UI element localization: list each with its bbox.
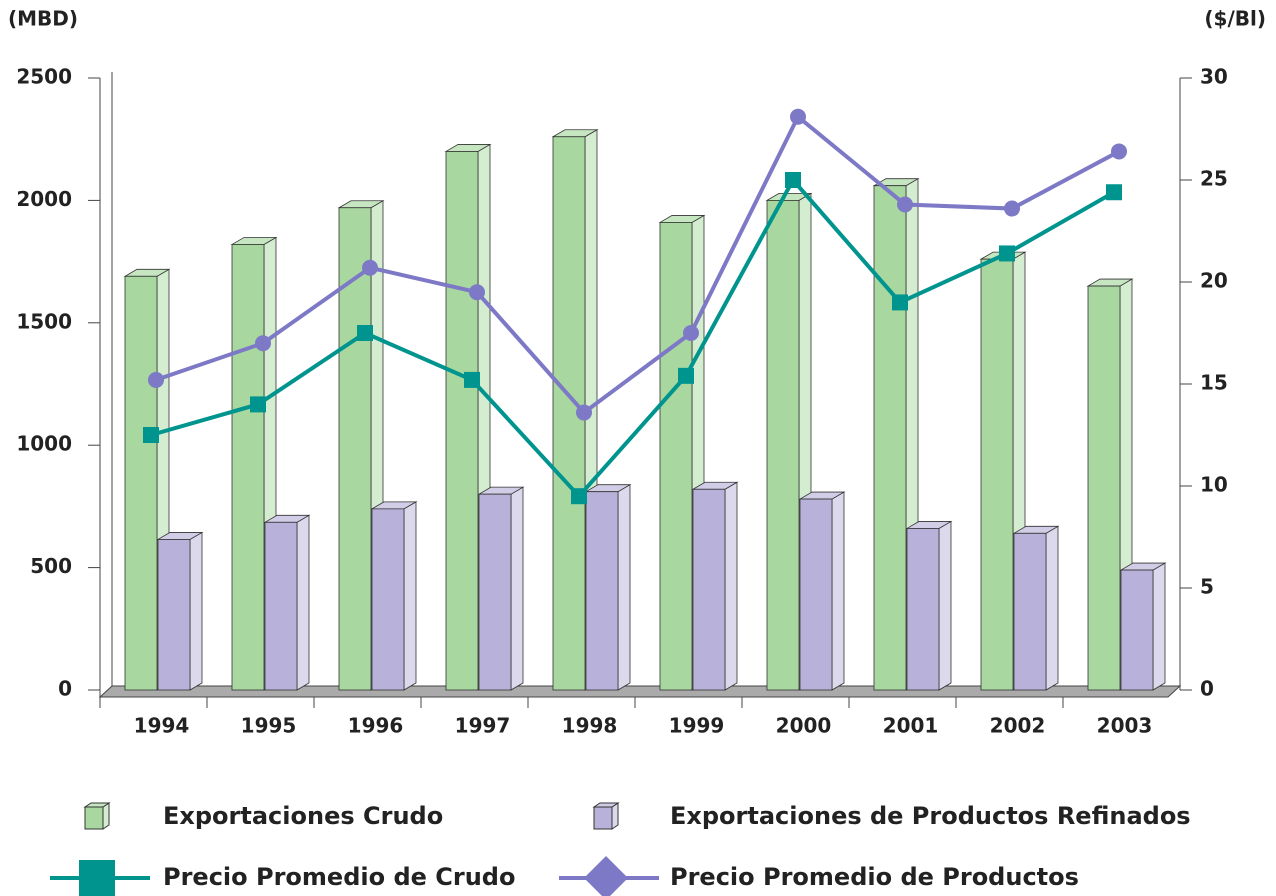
bar-face xyxy=(938,520,952,691)
bar-face xyxy=(1152,562,1166,691)
marker xyxy=(1111,143,1127,160)
bar-face xyxy=(403,501,417,691)
legend-label: Exportaciones Crudo xyxy=(163,802,443,830)
legend-label: Precio Promedio de Productos xyxy=(670,863,1079,891)
y-tick-label: 2500 xyxy=(16,65,72,89)
bar-face xyxy=(766,199,800,691)
x-tick-label: 2000 xyxy=(776,714,832,738)
x-tick-label: 1997 xyxy=(455,714,511,738)
marker xyxy=(683,325,699,341)
y2-tick-label: 25 xyxy=(1200,167,1228,191)
marker xyxy=(571,488,587,505)
bar-face xyxy=(873,185,907,691)
bar xyxy=(658,214,706,691)
bar-face xyxy=(1087,285,1121,691)
bar-face xyxy=(371,508,405,691)
bar xyxy=(979,251,1027,691)
bar-face xyxy=(296,514,310,691)
marker xyxy=(999,245,1015,262)
bar-face xyxy=(1045,525,1059,691)
bar-face xyxy=(1013,532,1047,691)
marker xyxy=(469,284,485,301)
marker xyxy=(250,396,266,413)
bar-face xyxy=(264,521,298,691)
bar-face xyxy=(906,528,940,691)
line xyxy=(155,113,1120,416)
bar xyxy=(1119,562,1167,691)
marker xyxy=(362,259,378,276)
y-tick-label: 1500 xyxy=(16,309,72,333)
bar xyxy=(370,501,418,691)
y-axis-label: (MBD) xyxy=(8,7,78,31)
bar-face xyxy=(724,481,738,691)
bar-face xyxy=(124,275,158,691)
marker xyxy=(143,427,159,443)
marker xyxy=(464,371,480,388)
bar-face xyxy=(692,488,726,691)
y2-tick-label: 15 xyxy=(1200,371,1228,395)
x-tick-label: 1996 xyxy=(348,714,404,738)
bar xyxy=(477,486,525,691)
legend-swatch xyxy=(84,806,104,830)
bar-face xyxy=(189,531,203,691)
bar-face xyxy=(617,484,631,691)
bar-face xyxy=(445,151,479,691)
y-tick-label: 500 xyxy=(30,554,72,578)
bar-face xyxy=(831,491,845,691)
marker xyxy=(1106,184,1122,201)
bar xyxy=(1012,525,1060,691)
legend-marker xyxy=(584,856,628,896)
y2-tick-label: 5 xyxy=(1200,575,1214,599)
bar xyxy=(905,520,953,691)
marker xyxy=(1004,200,1020,217)
x-tick-label: 2003 xyxy=(1097,714,1153,738)
bar-face xyxy=(1120,569,1154,691)
y-tick-label: 2000 xyxy=(16,187,72,211)
bar xyxy=(584,484,632,691)
marker xyxy=(576,404,592,421)
bar-face xyxy=(157,539,191,691)
marker xyxy=(892,294,908,311)
legend-swatch xyxy=(593,806,613,830)
bar-face xyxy=(478,493,512,691)
marker xyxy=(255,335,271,352)
bar xyxy=(691,481,739,691)
y2-axis-label: ($/Bl) xyxy=(1204,7,1266,31)
legend-label: Exportaciones de Productos Refinados xyxy=(670,802,1191,830)
line xyxy=(150,176,1115,500)
x-tick-label: 1995 xyxy=(241,714,297,738)
x-tick-label: 1994 xyxy=(134,714,190,738)
legend-marker xyxy=(79,860,115,896)
marker xyxy=(897,196,913,213)
y2-tick-label: 20 xyxy=(1200,269,1228,293)
marker xyxy=(148,371,164,388)
bar-face xyxy=(799,498,833,691)
bar-face xyxy=(510,486,524,691)
y2-tick-label: 10 xyxy=(1200,473,1228,497)
x-tick-label: 1998 xyxy=(562,714,618,738)
bar-face xyxy=(980,258,1014,691)
x-tick-label: 2002 xyxy=(990,714,1046,738)
bar-face xyxy=(231,244,265,691)
bar-face xyxy=(585,491,619,691)
y2-tick-label: 30 xyxy=(1200,65,1228,89)
marker xyxy=(357,325,373,341)
y-tick-label: 0 xyxy=(58,677,72,701)
bar xyxy=(156,531,204,691)
x-tick-label: 1999 xyxy=(669,714,725,738)
marker xyxy=(678,367,694,384)
legend-label: Precio Promedio de Crudo xyxy=(163,863,515,891)
bar xyxy=(798,491,846,691)
marker xyxy=(785,172,801,188)
y-tick-label: 1000 xyxy=(16,432,72,456)
x-tick-label: 2001 xyxy=(883,714,939,738)
bar xyxy=(263,514,311,691)
bar-face xyxy=(659,222,693,691)
y2-tick-label: 0 xyxy=(1200,677,1214,701)
marker xyxy=(790,108,806,125)
